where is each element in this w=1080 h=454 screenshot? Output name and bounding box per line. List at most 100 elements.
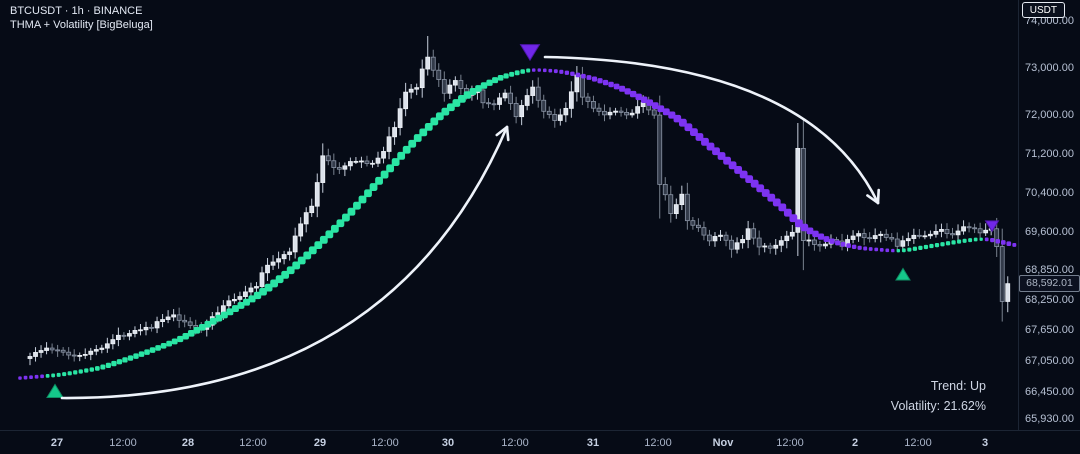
thma-dot — [509, 71, 515, 77]
thma-dot — [581, 73, 586, 79]
thma-dot — [1006, 241, 1012, 246]
plot-area[interactable] — [0, 0, 1018, 430]
candle — [99, 344, 105, 354]
candle — [673, 198, 679, 219]
candle — [524, 88, 530, 111]
thma-dot — [209, 317, 217, 325]
thma-dot — [945, 241, 951, 246]
candle — [950, 227, 955, 239]
price-tick-label: 66,450.00 — [1025, 386, 1074, 399]
thma-dot — [182, 333, 189, 340]
thma-dot — [347, 207, 356, 216]
candle — [723, 231, 729, 247]
candle — [751, 222, 757, 245]
thma-dot — [419, 128, 428, 137]
time-axis[interactable]: 27 12:00 28 12:00 29 12:00 30 12:00 31 12:00 Nov 12… — [0, 430, 1080, 454]
candle — [729, 235, 734, 258]
indicator-status-overlay: Trend: Up Volatility: 21.62% — [891, 376, 986, 416]
price-tick-label: 69,600.00 — [1025, 226, 1074, 239]
candle — [712, 232, 718, 247]
candle — [452, 76, 458, 92]
candle — [662, 177, 668, 201]
thma-dot — [424, 122, 433, 131]
candle — [939, 223, 944, 238]
candle — [309, 198, 315, 217]
thma-dot — [155, 345, 161, 351]
candle — [513, 96, 519, 124]
thma-dot — [89, 367, 95, 372]
candle — [568, 81, 574, 118]
thma-dot — [314, 241, 323, 250]
candle — [972, 223, 978, 234]
thma-dot — [553, 69, 558, 74]
candle — [845, 234, 850, 252]
thma-dot — [138, 351, 145, 357]
candle — [701, 221, 707, 241]
candle — [928, 230, 933, 239]
candle — [381, 146, 386, 164]
thma-dot — [973, 237, 978, 242]
thma-dot — [1000, 240, 1006, 245]
candle — [403, 82, 409, 117]
thma-dot — [591, 76, 598, 82]
candle — [850, 230, 856, 244]
currency-toggle-button[interactable]: USDT — [1021, 2, 1065, 18]
candle — [607, 107, 613, 120]
thma-dot — [990, 237, 995, 243]
time-tick-label: 12:00 — [776, 437, 804, 449]
thma-dot — [73, 370, 78, 375]
indicator-title[interactable]: THMA + Volatility [BigBeluga] — [10, 19, 153, 31]
candle — [66, 347, 72, 360]
thma-dot — [475, 85, 482, 92]
thma-dot — [857, 245, 862, 250]
candle — [154, 316, 160, 334]
thma-dot — [111, 360, 117, 367]
thma-dot — [575, 72, 581, 78]
candle — [347, 157, 353, 171]
price-axis[interactable]: 74,000.00 73,000.00 72,000.00 71,200.00 70,4… — [1018, 0, 1080, 430]
candle — [82, 348, 88, 359]
time-tick-label: Nov — [712, 437, 734, 449]
price-tick-label: 71,200.00 — [1025, 147, 1074, 160]
candle — [270, 255, 276, 270]
candle — [104, 337, 110, 353]
candle — [922, 230, 928, 240]
time-tick-label: 12:00 — [644, 437, 672, 449]
candles-layer — [27, 36, 1011, 366]
time-tick-label: 12:00 — [109, 437, 137, 449]
candle — [894, 232, 900, 252]
sell-triangle-marker — [984, 220, 1000, 233]
thma-dot — [778, 203, 787, 212]
candle — [546, 106, 552, 119]
thma-dot — [962, 238, 967, 243]
candle — [336, 162, 342, 175]
candle — [613, 107, 618, 116]
thma-dot — [951, 240, 956, 245]
thma-dot — [559, 69, 564, 74]
thma-dot — [480, 82, 488, 89]
candle — [160, 313, 165, 328]
trend-arrow — [543, 55, 880, 205]
symbol-title[interactable]: BTCUSDT · 1h · BINANCE — [10, 5, 143, 17]
thma-dot — [220, 311, 228, 319]
candle — [657, 95, 663, 219]
time-tick-label: 31 — [586, 437, 600, 449]
thma-dot — [874, 247, 879, 252]
thma-dot — [122, 357, 128, 363]
candle — [231, 293, 237, 304]
candle — [60, 347, 66, 356]
thma-dot — [597, 78, 603, 84]
candle — [861, 228, 867, 246]
candle — [182, 314, 188, 328]
thma-dot — [891, 248, 895, 253]
thma-dot — [684, 123, 693, 132]
candle — [878, 231, 884, 243]
thma-dot — [532, 68, 536, 72]
thma-dot — [520, 69, 525, 74]
thma-dot — [375, 176, 383, 185]
candle — [115, 327, 121, 347]
thma-dot — [812, 230, 819, 238]
thma-dot — [100, 364, 106, 370]
chart-canvas[interactable] — [0, 0, 1018, 430]
candle — [800, 119, 806, 271]
